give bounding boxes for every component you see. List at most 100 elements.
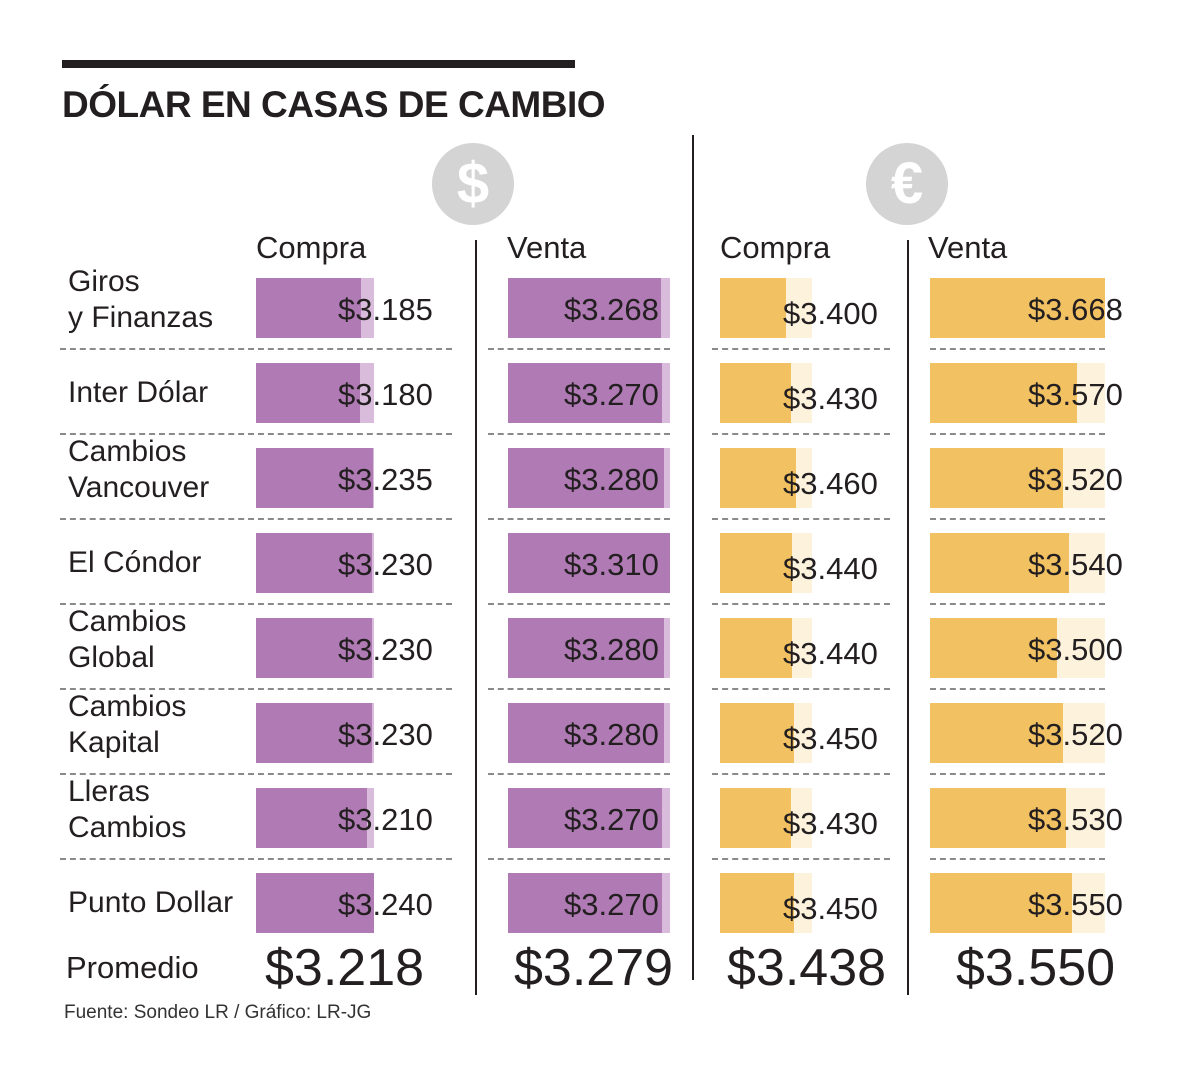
row-separator — [930, 688, 1105, 690]
bar — [256, 873, 374, 933]
bar — [256, 448, 373, 508]
euro-venta-header: Venta — [928, 230, 1008, 265]
dollar-column-divider — [475, 240, 477, 995]
euro-compra-average: $3.438 — [727, 939, 887, 997]
row-label: Cambios Vancouver — [68, 435, 210, 504]
row-label: Cambios Kapital — [68, 690, 187, 759]
row-separator — [60, 518, 452, 520]
data-label: $3.540 — [1028, 547, 1123, 582]
data-label: $3.460 — [783, 466, 878, 501]
bar — [256, 278, 361, 338]
row-separator — [60, 603, 452, 605]
euro-coin-icon: € — [866, 143, 948, 225]
data-label: $3.180 — [338, 377, 433, 412]
data-label: $3.570 — [1028, 377, 1123, 412]
data-label: $3.230 — [338, 717, 433, 752]
data-label: $3.268 — [564, 292, 659, 327]
row-separator — [488, 858, 670, 860]
row-label: Cambios Global — [68, 605, 187, 674]
bar — [256, 618, 372, 678]
row-separator — [930, 433, 1105, 435]
bar — [720, 448, 796, 508]
currency-divider — [692, 135, 694, 980]
data-label: $3.550 — [1028, 887, 1123, 922]
row-separator — [488, 603, 670, 605]
bar — [256, 363, 360, 423]
row-separator — [60, 348, 452, 350]
row-separator — [60, 688, 452, 690]
data-label: $3.440 — [783, 551, 878, 586]
average-label: Promedio — [66, 950, 199, 985]
data-label: $3.430 — [783, 806, 878, 841]
bar — [930, 448, 1063, 508]
bar — [508, 703, 664, 763]
dollar-coin-icon: $ — [432, 143, 514, 225]
row-separator — [930, 518, 1105, 520]
row-separator — [712, 433, 890, 435]
row-separator — [930, 773, 1105, 775]
row-separator — [712, 858, 890, 860]
bar — [508, 873, 662, 933]
row-separator — [60, 858, 452, 860]
bar — [508, 278, 661, 338]
data-label: $3.430 — [783, 381, 878, 416]
data-label: $3.400 — [783, 296, 878, 331]
row-label: El Cóndor — [68, 546, 202, 579]
row-separator — [930, 603, 1105, 605]
data-label: $3.280 — [564, 632, 659, 667]
data-label: $3.270 — [564, 802, 659, 837]
euro-venta-average: $3.550 — [956, 939, 1116, 997]
dollar-compra-average: $3.218 — [265, 939, 425, 997]
data-label: $3.235 — [338, 462, 433, 497]
data-label: $3.240 — [338, 887, 433, 922]
data-label: $3.185 — [338, 292, 433, 327]
data-label: $3.530 — [1028, 802, 1123, 837]
data-label: $3.450 — [783, 721, 878, 756]
bar — [256, 703, 372, 763]
row-separator — [488, 518, 670, 520]
euro-column-divider — [907, 240, 909, 995]
row-separator — [488, 433, 670, 435]
bar — [930, 618, 1057, 678]
data-label: $3.440 — [783, 636, 878, 671]
row-separator — [712, 688, 890, 690]
title-rule — [62, 60, 575, 68]
bar — [720, 533, 792, 593]
data-label: $3.520 — [1028, 717, 1123, 752]
row-separator — [488, 348, 670, 350]
bar — [930, 703, 1063, 763]
row-separator — [712, 348, 890, 350]
bar — [256, 533, 372, 593]
row-label: Punto Dollar — [68, 886, 234, 919]
data-label: $3.270 — [564, 887, 659, 922]
data-label: $3.310 — [564, 547, 659, 582]
row-separator — [60, 773, 452, 775]
row-separator — [488, 688, 670, 690]
data-label: $3.230 — [338, 547, 433, 582]
bar — [508, 618, 664, 678]
bar — [720, 618, 792, 678]
dollar-venta-header: Venta — [507, 230, 587, 265]
row-separator — [930, 348, 1105, 350]
row-label: Lleras Cambios — [68, 775, 187, 844]
bar — [930, 873, 1072, 933]
data-label: $3.450 — [783, 891, 878, 926]
data-label: $3.668 — [1028, 292, 1123, 327]
bar — [720, 363, 791, 423]
row-separator — [488, 773, 670, 775]
bar — [508, 448, 664, 508]
row-separator — [60, 433, 452, 435]
row-separator — [712, 518, 890, 520]
data-label: $3.280 — [564, 717, 659, 752]
source-note: Fuente: Sondeo LR / Gráfico: LR-JG — [64, 1002, 372, 1023]
bar — [930, 278, 1105, 338]
bar — [508, 533, 670, 593]
euro-compra-header: Compra — [720, 230, 831, 265]
data-label: $3.230 — [338, 632, 433, 667]
data-label: $3.520 — [1028, 462, 1123, 497]
row-label: Giros y Finanzas — [68, 265, 214, 334]
row-label: Inter Dólar — [68, 376, 209, 409]
bar — [720, 278, 786, 338]
bar — [930, 533, 1069, 593]
